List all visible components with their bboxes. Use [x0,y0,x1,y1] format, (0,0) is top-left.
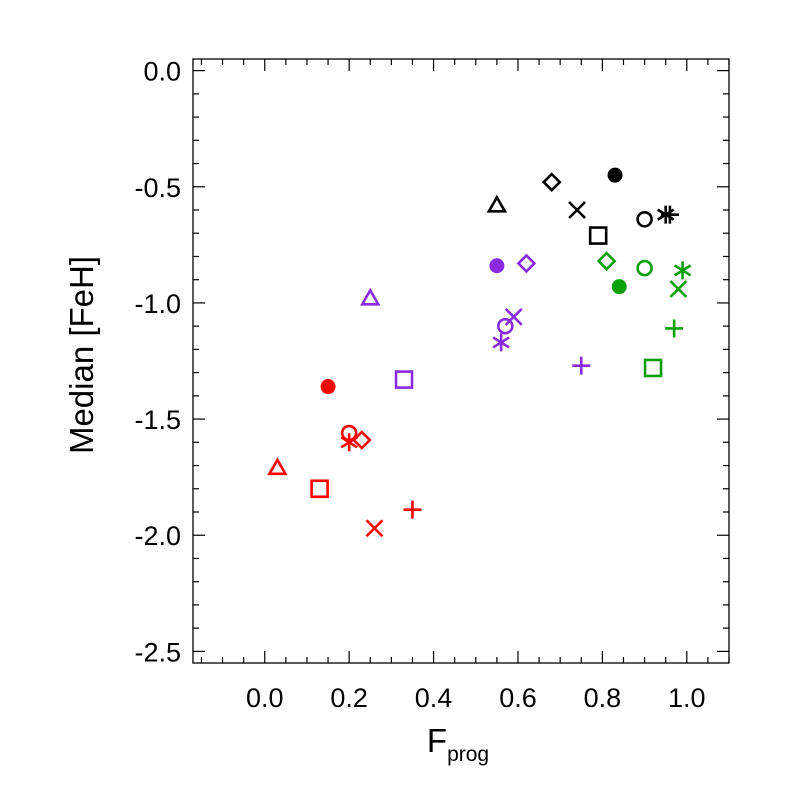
x-axis-title-main: F [427,722,447,759]
data-points [267,167,692,538]
data-point-open-circle [497,317,514,335]
data-point-triangle [360,287,381,306]
data-point-asterisk [492,333,510,352]
y-axis-title: Median [FeH] [63,256,100,454]
data-point-diamond [351,430,372,450]
data-point-square [310,479,329,499]
data-point-diamond [541,172,562,192]
tick-labels: 0.0 0.2 0.4 0.6 0.8 1.0 0.0 -0.5 -1.0 -1.5 -2.0 -2.… [134,57,705,713]
data-point-filled-circle [611,279,627,295]
axis-ticks [193,59,730,663]
data-point-plus [665,319,684,338]
plot-frame [192,58,730,664]
y-tick-label: -2.5 [134,637,181,667]
data-point-x [504,307,523,326]
data-point-plus [660,205,679,224]
x-tick-label: 0.4 [415,683,453,713]
data-point-open-circle [636,210,653,228]
data-point-filled-circle [607,167,623,183]
x-tick-label: 0.8 [584,683,622,713]
data-point-x [568,201,586,219]
data-point-filled-circle [320,379,336,395]
x-axis-title: Fprog [427,722,489,766]
y-tick-label: -1.5 [134,405,181,435]
data-point-triangle [267,457,288,476]
data-point-open-circle [636,259,653,277]
data-point-diamond [516,253,537,274]
data-point-square [643,358,663,378]
data-point-x [669,280,688,298]
x-tick-label: 0.0 [246,683,284,713]
x-tick-label: 0.2 [330,683,368,713]
data-point-x [365,519,384,538]
y-tick-label: -0.5 [134,173,181,203]
x-axis-title-subscript: prog [447,743,489,766]
data-point-square [394,370,414,389]
data-point-diamond [596,251,617,271]
x-tick-label: 1.0 [668,683,706,713]
y-tick-label: -2.0 [134,521,181,551]
data-point-filled-circle [489,258,505,274]
data-point-asterisk [673,261,692,280]
data-point-triangle [486,194,508,213]
data-point-plus [403,500,422,519]
y-tick-label: -1.0 [134,289,181,319]
x-tick-label: 0.6 [499,683,537,713]
data-point-square [588,226,608,245]
data-point-plus [572,356,591,375]
y-tick-label: 0.0 [143,57,181,87]
